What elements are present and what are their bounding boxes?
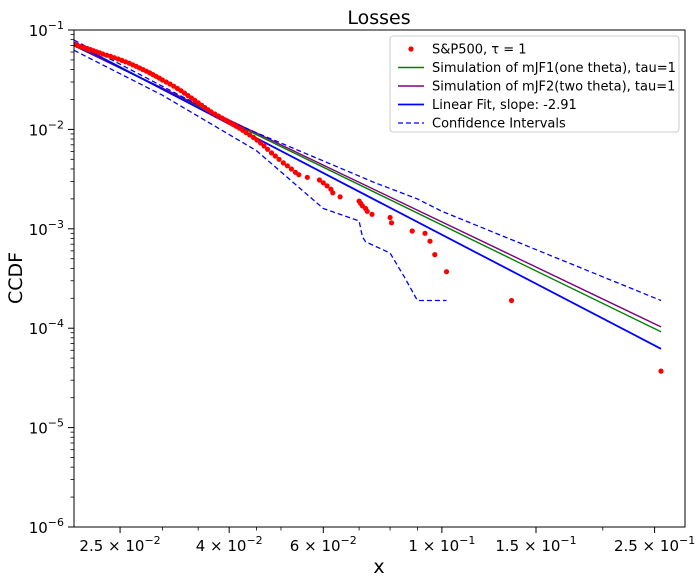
legend-label-0: S&P500, τ = 1 xyxy=(432,43,527,58)
data-point xyxy=(261,143,267,149)
data-point xyxy=(243,129,249,136)
data-point xyxy=(171,83,177,89)
data-point xyxy=(104,52,110,58)
data-point xyxy=(284,163,290,169)
series-line-2 xyxy=(74,45,662,328)
plot-frame xyxy=(73,29,686,528)
data-point xyxy=(100,51,106,57)
data-point xyxy=(304,174,310,180)
series-line-3 xyxy=(74,42,662,350)
y-axis: 10−1 10−2 10−3 10−4 10−5 10−6 xyxy=(29,19,74,537)
y-tick-label: 10−4 xyxy=(29,317,64,338)
data-point xyxy=(387,214,393,221)
data-point xyxy=(364,208,370,214)
data-point xyxy=(272,153,278,159)
data-point xyxy=(320,180,326,186)
data-point xyxy=(369,211,375,217)
legend-box xyxy=(389,35,680,133)
data-point xyxy=(422,230,428,236)
data-point xyxy=(254,137,260,143)
legend-label-2: Simulation of mJF2(two theta), tau=1 xyxy=(432,80,675,95)
data-point xyxy=(296,172,302,178)
x-tick-label: 2.5 × 10−2 xyxy=(79,534,160,555)
data-point xyxy=(324,183,330,189)
data-point xyxy=(265,146,271,152)
data-point xyxy=(388,220,395,226)
x-tick-label: 6 × 10−2 xyxy=(290,534,357,555)
x-tick-label: 1 × 10−1 xyxy=(408,534,475,555)
y-tick-label: 10−2 xyxy=(29,118,64,139)
data-point xyxy=(247,132,253,138)
legend-label-3: Linear Fit, slope: -2.91 xyxy=(432,98,577,113)
data-point xyxy=(268,150,275,156)
legend-label-4: Confidence Intervals xyxy=(432,117,566,132)
y-tick-label: 10−1 xyxy=(29,19,64,40)
data-point xyxy=(250,134,256,140)
confidence-lower-line xyxy=(74,49,447,302)
y-tick-label: 10−6 xyxy=(29,516,64,537)
x-tick-label: 4 × 10−2 xyxy=(196,534,263,555)
data-point xyxy=(427,238,433,244)
data-point xyxy=(508,297,515,304)
legend: S&P500, τ = 1 Simulation of mJF1(one thet… xyxy=(389,35,680,133)
data-point xyxy=(443,269,450,275)
data-point xyxy=(276,156,282,162)
data-point xyxy=(432,252,438,258)
chart-title: Losses xyxy=(347,7,410,29)
data-point xyxy=(280,160,286,166)
legend-marker-0 xyxy=(408,46,414,52)
data-point xyxy=(658,368,664,374)
y-tick-label: 10−3 xyxy=(29,218,64,239)
x-axis: 2.5 × 10−2 4 × 10−2 6 × 10−2 1 × 10−1 1.5 × … xyxy=(79,527,695,555)
data-point xyxy=(330,190,336,196)
y-tick-label: 10−5 xyxy=(29,417,64,438)
data-point xyxy=(288,166,294,172)
data-point xyxy=(337,194,343,200)
x-axis-title: x xyxy=(373,556,384,578)
x-tick-label: 1.5 × 10−1 xyxy=(495,534,576,555)
data-point xyxy=(409,228,415,234)
y-axis-title: CCDF xyxy=(5,252,27,304)
data-point xyxy=(258,140,264,146)
data-point xyxy=(316,177,322,183)
x-tick-label: 2.5 × 10−1 xyxy=(614,534,695,555)
legend-label-1: Simulation of mJF1(one theta), tau=1 xyxy=(432,61,676,76)
